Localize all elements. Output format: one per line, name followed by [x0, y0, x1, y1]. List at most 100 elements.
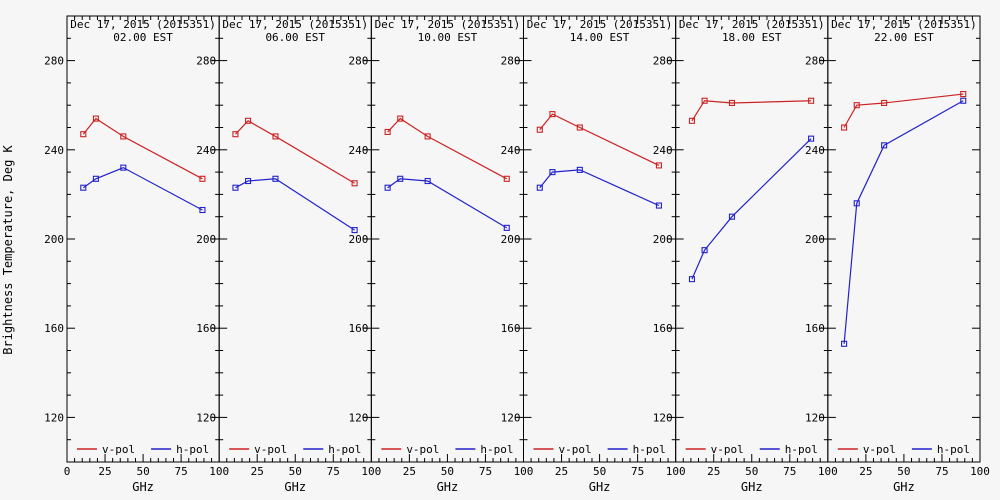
- series-marker-h-pol: [549, 169, 556, 176]
- x-tick-label: 25: [403, 465, 416, 478]
- y-tick-label: 280: [653, 55, 673, 68]
- series-marker-v-pol: [688, 117, 695, 124]
- x-tick-label: 100: [818, 465, 838, 478]
- y-tick-label: 240: [653, 144, 673, 157]
- x-tick-label: 50: [136, 465, 149, 478]
- legend-label-v-pol: v-pol: [558, 443, 591, 456]
- series-marker-h-pol: [728, 213, 736, 220]
- series-marker-h-pol: [245, 177, 252, 185]
- series-marker-h-pol: [881, 142, 888, 149]
- legend-label-v-pol: v-pol: [406, 443, 439, 456]
- x-axis-label: GHz: [893, 480, 915, 494]
- x-tick-label: 100: [361, 465, 381, 478]
- x-tick-label: 75: [631, 465, 644, 478]
- series-marker-v-pol: [808, 97, 815, 104]
- y-tick-label: 120: [348, 411, 368, 424]
- series-marker-h-pol: [655, 202, 662, 209]
- legend-label-h-pol: h-pol: [480, 443, 513, 456]
- series-line-h-pol: [843, 100, 964, 344]
- series-marker-v-pol: [424, 133, 431, 140]
- series-line-v-pol: [691, 100, 812, 122]
- x-tick-label: 75: [327, 465, 340, 478]
- series-marker-h-pol: [841, 340, 848, 347]
- series-marker-v-pol: [960, 91, 967, 98]
- series-line-h-pol: [387, 178, 508, 229]
- series-marker-v-pol: [245, 117, 252, 124]
- series-marker-h-pol: [576, 166, 583, 173]
- x-tick-label: 25: [251, 465, 264, 478]
- x-axis-label: GHz: [589, 480, 611, 494]
- y-tick-label: 240: [348, 144, 368, 157]
- y-tick-label: 240: [44, 144, 64, 157]
- legend-label-v-pol: v-pol: [863, 443, 896, 456]
- panel-subtitle: 14.00 EST: [570, 31, 630, 44]
- series-marker-h-pol: [960, 97, 967, 104]
- legend-label-v-pol: v-pol: [711, 443, 744, 456]
- series-marker-h-pol: [351, 227, 358, 234]
- series-line-v-pol: [539, 113, 660, 166]
- x-axis-label: GHz: [741, 480, 763, 494]
- series-line-h-pol: [539, 169, 660, 207]
- x-tick-label: 50: [289, 465, 302, 478]
- series-marker-v-pol: [853, 102, 860, 109]
- y-tick-label: 280: [805, 55, 825, 68]
- y-axis-title: Brightness Temperature, Deg K: [1, 145, 15, 355]
- x-tick-label: 50: [897, 465, 910, 478]
- x-tick-label: 100: [209, 465, 229, 478]
- series-marker-h-pol: [424, 177, 431, 185]
- panel-subtitle: 18.00 EST: [722, 31, 782, 44]
- legend-label-h-pol: h-pol: [937, 443, 970, 456]
- y-tick-label: 280: [348, 55, 368, 68]
- legend-label-h-pol: h-pol: [633, 443, 666, 456]
- series-marker-v-pol: [232, 131, 239, 138]
- x-tick-label: 100: [970, 465, 990, 478]
- series-marker-h-pol: [853, 200, 860, 207]
- x-tick-label: 100: [514, 465, 534, 478]
- series-line-v-pol: [843, 93, 964, 128]
- series-marker-v-pol: [503, 175, 510, 182]
- y-tick-label: 200: [44, 233, 64, 246]
- panel-title: Dec 17, 2015 (2015351): [679, 18, 825, 31]
- series-marker-h-pol: [688, 276, 695, 283]
- y-tick-label: 120: [653, 411, 673, 424]
- x-tick-label: 50: [745, 465, 758, 478]
- series-line-h-pol: [82, 166, 203, 211]
- y-tick-label: 200: [348, 233, 368, 246]
- y-tick-label: 120: [805, 411, 825, 424]
- panel-subtitle: 10.00 EST: [418, 31, 478, 44]
- series-line-v-pol: [235, 120, 355, 184]
- series-line-h-pol: [235, 178, 355, 231]
- series-marker-v-pol: [701, 97, 708, 104]
- y-tick-label: 200: [653, 233, 673, 246]
- x-tick-label: 50: [593, 465, 606, 478]
- series-marker-v-pol: [841, 124, 848, 131]
- series-marker-v-pol: [120, 133, 127, 140]
- y-tick-label: 160: [196, 322, 216, 335]
- legend-label-v-pol: v-pol: [254, 443, 287, 456]
- y-tick-label: 120: [501, 411, 521, 424]
- y-tick-label: 200: [196, 233, 216, 246]
- x-tick-label: 25: [98, 465, 111, 478]
- series-marker-v-pol: [549, 111, 556, 118]
- y-tick-label: 160: [805, 322, 825, 335]
- x-tick-label: 0: [64, 465, 71, 478]
- y-tick-label: 240: [805, 144, 825, 157]
- panel-title: Dec 17, 2015 (2015351): [527, 18, 673, 31]
- series-marker-v-pol: [881, 99, 888, 107]
- y-tick-label: 120: [44, 411, 64, 424]
- legend-label-v-pol: v-pol: [102, 443, 135, 456]
- panel-subtitle: 06.00 EST: [265, 31, 325, 44]
- y-tick-label: 120: [196, 411, 216, 424]
- legend-label-h-pol: h-pol: [785, 443, 818, 456]
- series-line-v-pol: [387, 117, 508, 180]
- x-tick-label: 100: [666, 465, 686, 478]
- series-marker-v-pol: [655, 162, 662, 169]
- x-tick-label: 50: [441, 465, 454, 478]
- series-marker-h-pol: [199, 206, 206, 214]
- series-marker-h-pol: [384, 184, 391, 191]
- series-marker-h-pol: [272, 175, 279, 182]
- x-axis-label: GHz: [437, 480, 459, 494]
- series-marker-v-pol: [397, 115, 404, 122]
